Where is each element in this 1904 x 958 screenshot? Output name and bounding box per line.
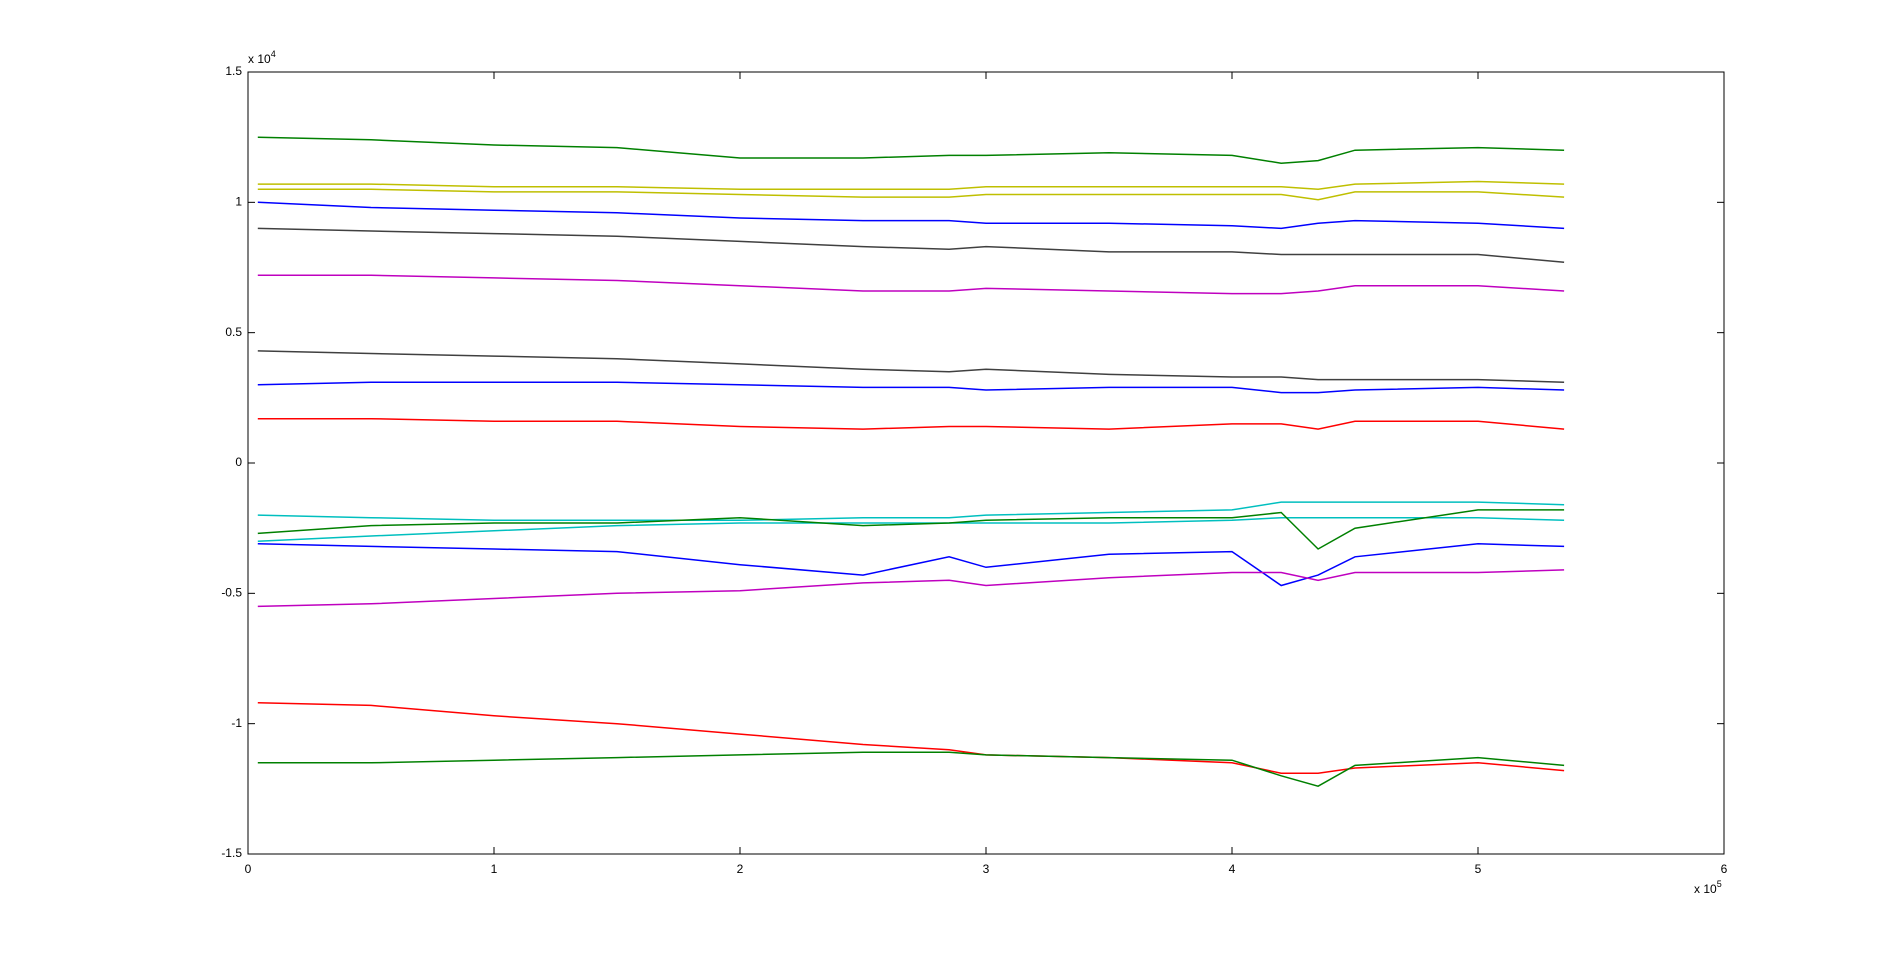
data-line (257, 751, 1565, 788)
x-tick-label: 2 (737, 862, 744, 876)
data-line (257, 201, 1565, 230)
data-line (257, 350, 1565, 383)
x-tick-label: 6 (1721, 862, 1728, 876)
y-tick-label: -0.5 (221, 586, 242, 600)
y-multiplier: x 104 (248, 49, 276, 66)
data-line (257, 188, 1565, 201)
data-line (257, 509, 1565, 550)
x-tick-label: 5 (1475, 862, 1482, 876)
y-multiplier-base: x 10 (248, 52, 271, 66)
x-tick-label: 0 (245, 862, 252, 876)
y-tick-label: -1 (231, 716, 242, 730)
y-tick-label: -1.5 (221, 846, 242, 860)
x-tick-label: 1 (491, 862, 498, 876)
x-tick-label: 4 (1229, 862, 1236, 876)
data-line (257, 381, 1565, 394)
data-line (257, 516, 1565, 542)
data-line (257, 227, 1565, 264)
data-line (257, 136, 1565, 164)
data-line (257, 274, 1565, 295)
data-line (257, 501, 1565, 522)
y-tick-label: 1.5 (225, 64, 242, 78)
x-multiplier-base: x 10 (1694, 882, 1717, 896)
y-tick-label: 0.5 (225, 325, 242, 339)
x-multiplier-exp: 5 (1717, 879, 1722, 889)
y-multiplier-exp: 4 (271, 49, 276, 59)
y-tick-label: 0 (235, 455, 242, 469)
data-line (257, 417, 1565, 430)
data-line (257, 180, 1565, 191)
data-line (257, 543, 1565, 587)
data-line (257, 569, 1565, 608)
y-tick-label: 1 (235, 195, 242, 209)
x-multiplier: x 105 (1694, 879, 1722, 896)
plot-box (247, 71, 1725, 855)
x-tick-label: 3 (983, 862, 990, 876)
